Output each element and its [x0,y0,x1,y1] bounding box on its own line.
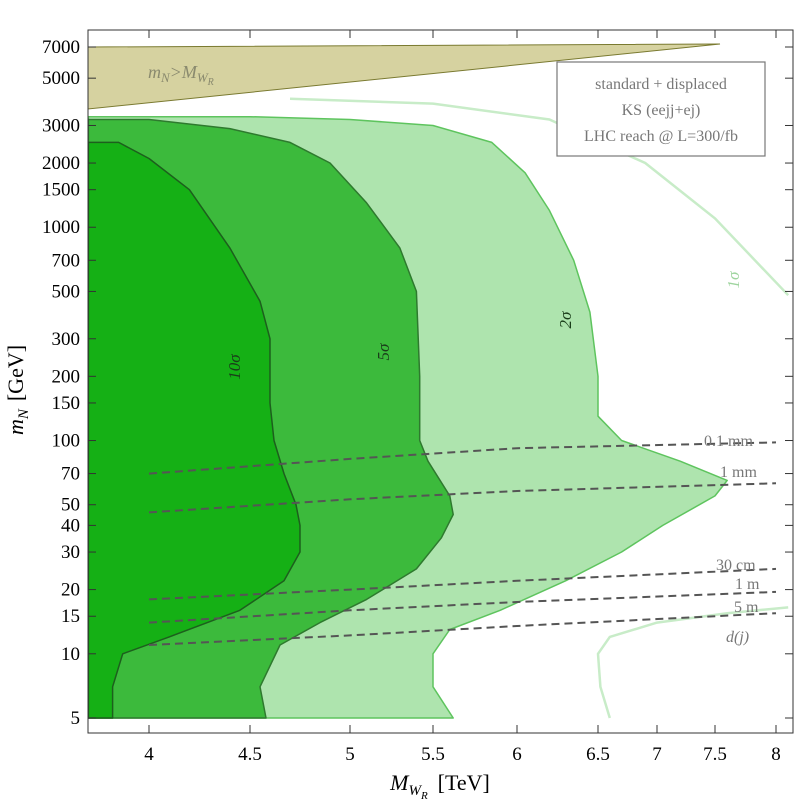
y-tick-label: 300 [52,329,81,350]
legend-line-2: KS (eejj+ej) [622,102,701,119]
x-tick-label: 4 [144,744,154,765]
y-tick-label: 20 [61,580,80,601]
x-tick-label: 5.5 [421,744,445,765]
y-tick-label: 100 [52,431,81,452]
x-axis-ticks: 4 4.5 5 5.5 6 6.5 7 7.5 8 [144,30,781,765]
x-tick-label: 5 [345,744,355,765]
y-tick-label: 150 [52,393,81,414]
y-tick-label: 10 [61,644,80,665]
decay-label-0p1mm: 0.1 mm [704,433,753,450]
y-tick-label: 30 [61,542,80,563]
decay-label-5m: 5 m [734,599,759,616]
x-tick-label: 8 [771,744,781,765]
x-tick-label: 6 [512,744,522,765]
contour-regions [87,43,790,719]
decay-axis-label: d(j) [726,629,749,646]
x-tick-label: 7 [652,744,662,765]
decay-line-2 [148,567,777,601]
y-tick-label: 1000 [42,217,80,238]
y-tick-label: 7000 [42,37,80,58]
y-tick-label: 5000 [42,68,80,89]
series-label-5sigma: 5σ [374,343,393,361]
x-tick-label: 6.5 [586,744,610,765]
decay-line-3 [148,590,777,624]
x-axis-label: MWR[TeV] [389,770,490,802]
legend-line-3: LHC reach @ L=300/fb [584,128,738,145]
y-tick-label: 500 [52,281,81,302]
y-tick-label: 15 [61,606,80,627]
y-tick-label: 70 [61,464,80,485]
y-tick-label: 2000 [42,153,80,174]
y-tick-label: 50 [61,495,80,516]
excluded-region-label: mN>MWR [148,62,214,88]
y-tick-label: 1500 [42,180,80,201]
legend-box: standard + displaced KS (eejj+ej) LHC re… [556,61,766,157]
x-tick-label: 4.5 [238,744,262,765]
y-axis-label: mN[GeV] [3,345,32,435]
y-tick-label: 700 [52,250,81,271]
decay-line-0 [148,441,777,475]
decay-label-1m: 1 m [735,576,760,593]
plot-frame [87,29,794,734]
decay-line-4 [148,612,777,646]
decay-label-1mm: 1 mm [720,464,757,481]
decay-line-1 [148,482,777,514]
y-tick-label: 200 [52,366,81,387]
y-tick-label: 40 [61,515,80,536]
decay-length-lines [148,441,777,646]
series-label-1sigma: 1σ [724,271,743,289]
y-tick-label: 3000 [42,115,80,136]
legend-line-1: standard + displaced [595,76,727,93]
y-tick-label: 5 [71,708,81,729]
series-label-2sigma: 2σ [556,311,575,329]
series-label-10sigma: 10σ [225,354,244,380]
series-1sigma-lower [596,606,789,719]
x-tick-label: 7.5 [703,744,727,765]
series-10sigma-region [87,141,301,719]
decay-label-30cm: 30 cm [716,557,756,574]
